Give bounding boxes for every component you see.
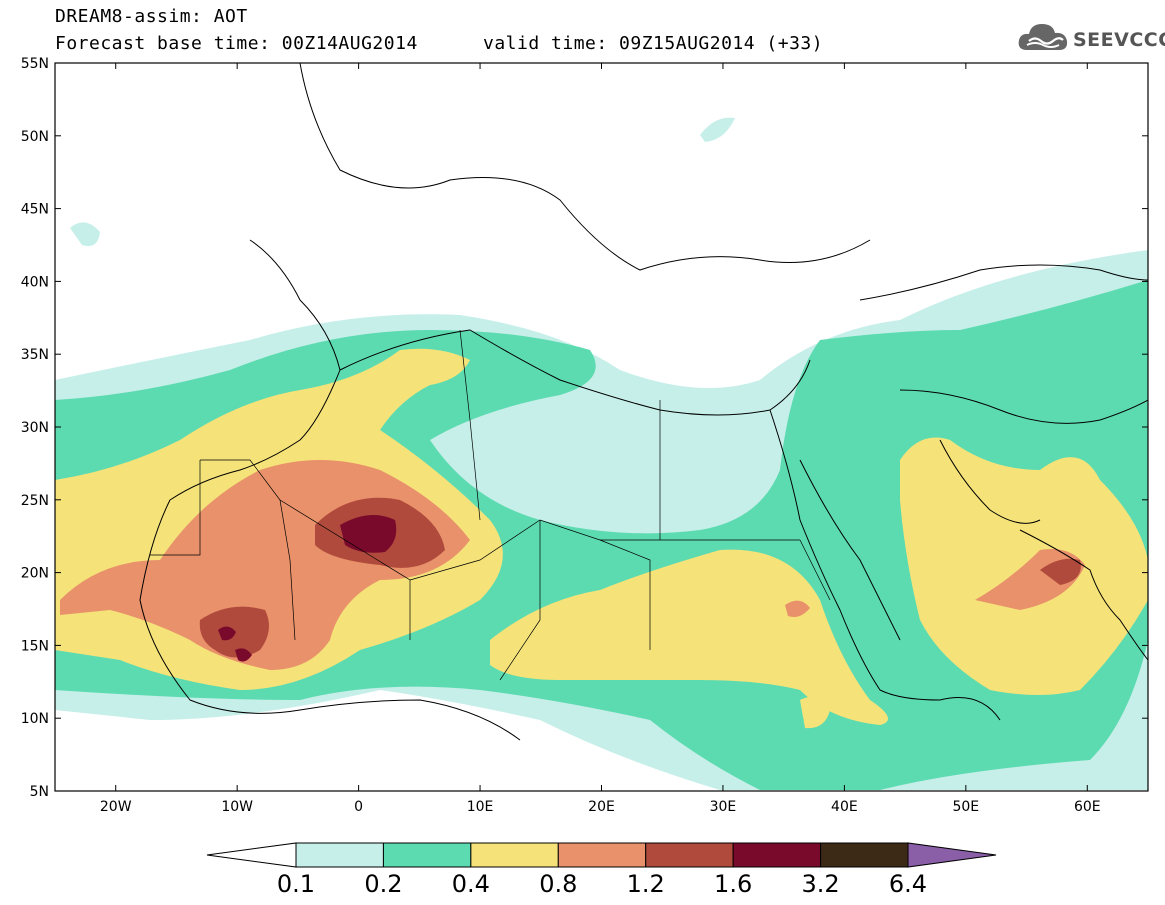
aot-contour-1.2-c	[1040, 558, 1081, 585]
aot-contour-1.6-b	[218, 626, 236, 641]
colorbar-label: 6.4	[889, 870, 927, 898]
colorbar-segment	[820, 842, 909, 868]
forecast-base-time: Forecast base time: 00Z14AUG2014	[55, 33, 418, 54]
lon-tick-label: 10E	[467, 799, 494, 815]
coastlines	[139, 63, 1148, 741]
colorbar-label: 3.2	[801, 870, 839, 898]
colorbar-label: 1.2	[627, 870, 665, 898]
colorbar-segment	[732, 842, 822, 868]
cloud-icon	[1018, 24, 1068, 50]
lat-tick-label: 10N	[21, 711, 49, 727]
lat-tick-label: 20N	[21, 566, 49, 582]
logo-text: SEEVCCC	[1073, 29, 1165, 51]
colorbar: 0.1 0.2 0.4 0.8 1.2 1.6 3.2 6.4	[206, 842, 997, 898]
lon-tick-label: 60E	[1074, 799, 1101, 815]
colorbar-segment	[645, 842, 734, 868]
colorbar-label: 0.8	[539, 870, 577, 898]
colorbar-label: 0.2	[364, 870, 402, 898]
country-borders	[150, 329, 831, 681]
colorbar-segment	[382, 842, 472, 868]
longitude-axis: 20W 10W 0 10E 20E 30E 40E 50E 60E	[100, 63, 1101, 815]
colorbar-over-arrow	[907, 842, 997, 868]
lon-tick-label: 20E	[588, 799, 615, 815]
lon-tick-label: 10W	[221, 799, 253, 815]
lon-tick-label: 30E	[710, 799, 737, 815]
aot-contour-0.1-c	[700, 117, 735, 142]
lon-tick-label: 20W	[100, 799, 132, 815]
lat-tick-label: 15N	[21, 638, 49, 654]
colorbar-segment	[470, 842, 559, 868]
lat-tick-label: 55N	[21, 56, 49, 72]
colorbar-label: 0.1	[277, 870, 315, 898]
lon-tick-label: 40E	[831, 799, 858, 815]
colorbar-label: 0.4	[452, 870, 490, 898]
aot-contour-0.4-b	[490, 549, 888, 725]
lat-tick-label: 5N	[30, 784, 49, 800]
aot-contour-0.8-c	[785, 600, 810, 617]
latitude-axis: 55N 50N 45N 40N 35N 30N 25N 20N 15N 10N 5N	[21, 56, 1148, 800]
lon-tick-label: 50E	[952, 799, 979, 815]
aot-contour-1.6	[340, 515, 397, 553]
aot-contour-0.1-b	[70, 222, 100, 247]
lat-tick-label: 50N	[21, 129, 49, 145]
seevccc-logo: SEEVCCC	[1017, 20, 1165, 60]
colorbar-under-arrow	[206, 842, 297, 868]
lat-tick-label: 35N	[21, 347, 49, 363]
lat-tick-label: 30N	[21, 420, 49, 436]
chart-title: DREAM8-assim: AOT	[55, 6, 248, 27]
lon-tick-label: 0	[354, 799, 363, 815]
colorbar-segment	[557, 842, 647, 868]
lat-tick-label: 45N	[21, 202, 49, 218]
aot-field	[55, 63, 1148, 790]
lat-tick-label: 40N	[21, 274, 49, 290]
lat-tick-label: 25N	[21, 493, 49, 509]
aot-contour-1.6-c	[235, 648, 252, 662]
valid-time: valid time: 09Z15AUG2014 (+33)	[483, 33, 824, 54]
colorbar-label: 1.6	[714, 870, 752, 898]
colorbar-segment	[295, 842, 384, 868]
aot-contour-0.4-d	[800, 696, 830, 729]
